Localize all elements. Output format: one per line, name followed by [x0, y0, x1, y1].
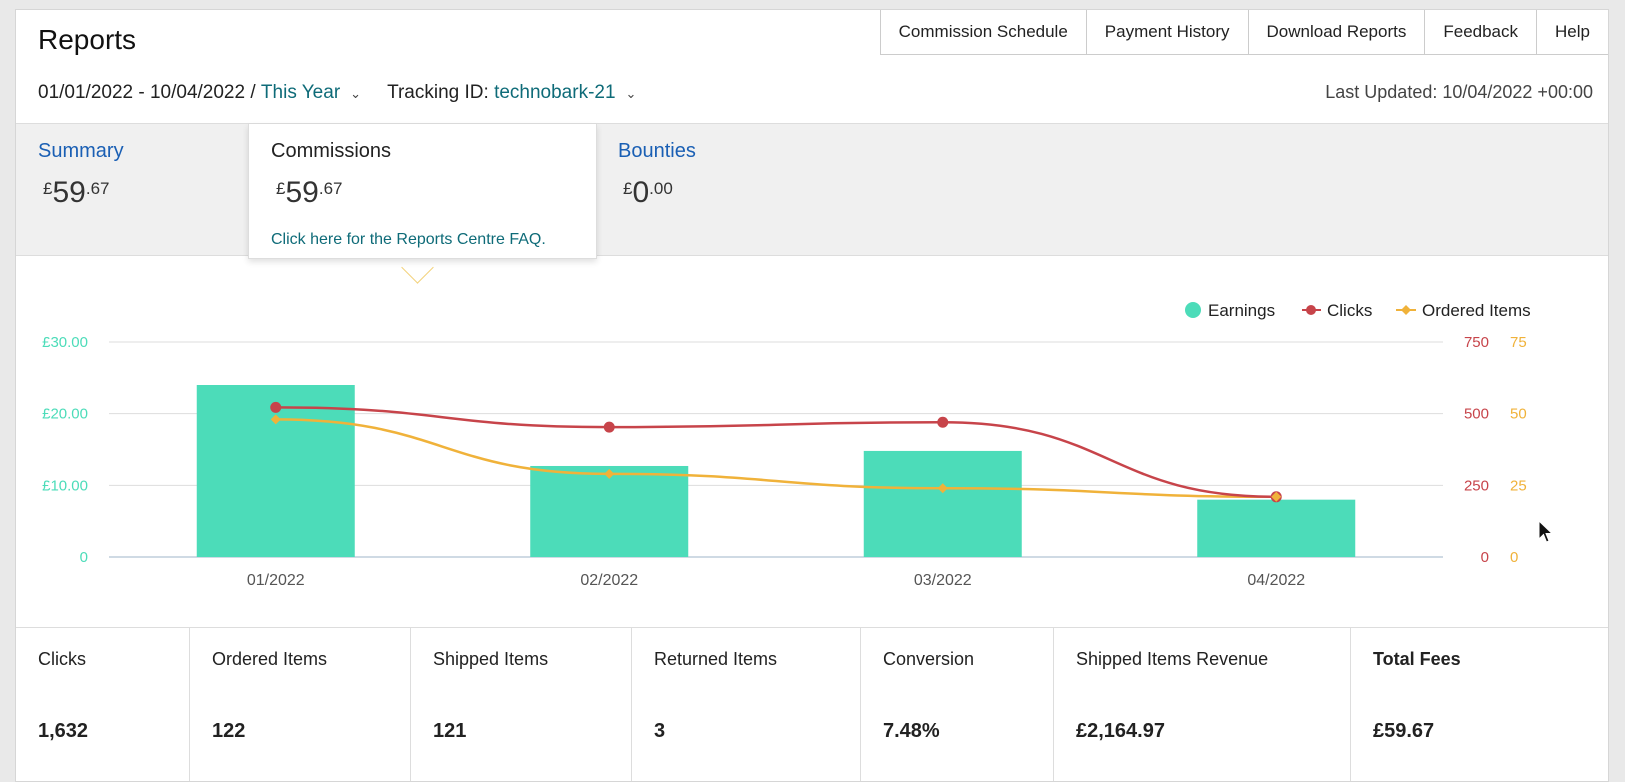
legend-clicks-icon [1306, 305, 1316, 315]
x-axis-tick: 04/2022 [1247, 572, 1305, 589]
tab-commissions[interactable]: Commissions £59.67 Click here for the Re… [248, 124, 597, 259]
point-ordered-items [937, 483, 948, 494]
mouse-cursor-icon [1538, 520, 1554, 543]
help-button[interactable]: Help [1555, 22, 1590, 41]
left-axis-tick: 0 [80, 549, 88, 566]
page-title: Reports [38, 24, 137, 55]
x-axis-tick: 02/2022 [580, 572, 638, 589]
earnings-chart: 0 £10.00 £20.00 £30.00 0 250 500 750 0 25 50 75 01/2… [42, 301, 1531, 589]
chevron-down-icon[interactable]: ⌄ [625, 86, 637, 101]
stat-label: Returned Items [654, 649, 778, 669]
right-axis-ordered-tick: 25 [1510, 477, 1527, 494]
summary-amount: £59.67 [43, 176, 110, 209]
report-tabs: Summary £59.67 Commissions £59.67 Click … [16, 123, 1608, 259]
chevron-down-icon[interactable]: ⌄ [350, 86, 362, 101]
right-axis-clicks-tick: 250 [1464, 477, 1489, 494]
stat-conversion: Conversion 7.48% [861, 628, 1054, 781]
bar-earnings [1197, 499, 1356, 557]
date-range-text: 01/01/2022 - 10/04/2022 / [38, 82, 256, 103]
legend-clicks: Clicks [1327, 301, 1372, 320]
right-axis-clicks-tick: 0 [1481, 549, 1489, 566]
x-axis-tick: 01/2022 [247, 572, 305, 589]
legend-ordered-icon [1401, 305, 1411, 315]
stat-value: 3 [654, 720, 666, 742]
tab-bounties-label[interactable]: Bounties [618, 140, 696, 162]
stat-value: 122 [212, 720, 246, 742]
point-ordered-items [1271, 491, 1282, 502]
tab-summary[interactable]: Summary £59.67 [16, 124, 248, 255]
left-axis-tick: £10.00 [42, 477, 88, 494]
stat-ordered-items: Ordered Items 122 [190, 628, 411, 781]
stat-value: 7.48% [883, 720, 940, 742]
stat-shipped-items-revenue: Shipped Items Revenue £2,164.97 [1054, 628, 1351, 781]
legend-earnings: Earnings [1208, 301, 1275, 320]
right-axis-ordered-tick: 0 [1510, 549, 1518, 566]
right-axis-ordered-tick: 75 [1510, 334, 1527, 351]
point-ordered-items [604, 468, 615, 479]
stat-label: Ordered Items [212, 649, 328, 669]
last-updated: Last Updated: 10/04/2022 +00:00 [1325, 82, 1593, 102]
stat-shipped-items: Shipped Items 121 [411, 628, 632, 781]
bar-earnings [530, 465, 689, 557]
stat-returned-items: Returned Items 3 [632, 628, 861, 781]
right-axis-ordered-tick: 50 [1510, 406, 1527, 423]
stat-value: £59.67 [1373, 720, 1435, 742]
stat-value: £2,164.97 [1076, 720, 1165, 742]
legend-earnings-icon [1185, 302, 1201, 318]
stat-label: Clicks [38, 649, 86, 669]
commission-schedule-button[interactable]: Commission Schedule [881, 10, 1087, 54]
tracking-id-dropdown[interactable]: technobark-21 [494, 82, 616, 103]
reports-panel: Reports Commission Schedule Payment Hist… [15, 9, 1609, 782]
stat-value: 1,632 [38, 720, 89, 742]
stat-label: Conversion [883, 649, 975, 669]
tracking-label: Tracking ID: [387, 82, 489, 103]
line-ordered-items [275, 418, 1277, 499]
stat-label: Total Fees [1373, 649, 1461, 669]
commissions-amount: £59.67 [276, 176, 343, 209]
right-axis-clicks-tick: 500 [1464, 406, 1489, 423]
period-dropdown[interactable]: This Year [260, 82, 341, 103]
bar-earnings [196, 385, 355, 557]
stat-total-fees: Total Fees £59.67 [1351, 628, 1608, 781]
point-clicks [937, 416, 949, 428]
stats-row: Clicks 1,632 Ordered Items 122 Shipped I… [16, 627, 1608, 781]
bounties-amount: £0.00 [623, 176, 673, 209]
left-axis-tick: £20.00 [42, 406, 88, 423]
point-clicks [603, 421, 615, 433]
right-axis-clicks-tick: 750 [1464, 334, 1489, 351]
point-clicks [270, 401, 282, 413]
stat-value: 121 [433, 720, 467, 742]
feedback-button[interactable]: Feedback [1425, 10, 1538, 54]
point-ordered-items [270, 414, 281, 425]
tab-bounties[interactable]: Bounties £0.00 [596, 124, 896, 255]
faq-link[interactable]: Click here for the Reports Centre FAQ. [271, 231, 546, 248]
bar-earnings [863, 450, 1022, 557]
top-nav: Commission Schedule Payment History Down… [879, 10, 1608, 55]
tab-summary-label[interactable]: Summary [38, 140, 124, 162]
x-axis-tick: 03/2022 [914, 572, 972, 589]
line-clicks [275, 406, 1277, 499]
legend-ordered-items: Ordered Items [1422, 301, 1531, 320]
stat-clicks: Clicks 1,632 [16, 628, 190, 781]
filters-bar: 01/01/2022 - 10/04/2022 / This Year ⌄ Tra… [38, 82, 662, 104]
payment-history-button[interactable]: Payment History [1087, 10, 1249, 54]
tab-commissions-label: Commissions [271, 140, 392, 162]
download-reports-button[interactable]: Download Reports [1249, 10, 1426, 54]
left-axis-tick: £30.00 [42, 334, 88, 351]
stat-label: Shipped Items Revenue [1076, 649, 1269, 669]
stat-label: Shipped Items [433, 649, 549, 669]
